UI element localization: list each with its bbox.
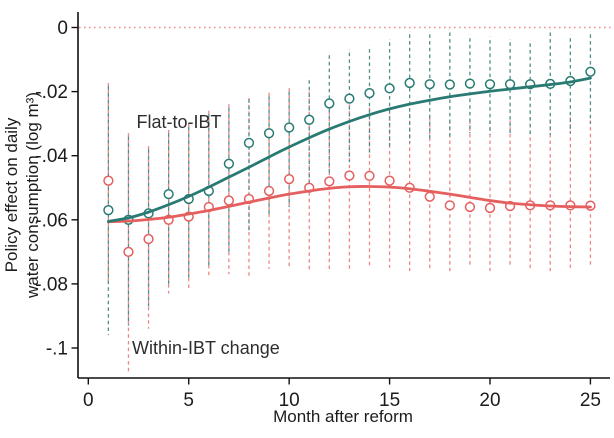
data-point-marker-within-ibt [464, 201, 476, 213]
y-tick-label: -.1 [46, 339, 68, 360]
fit-line-within-ibt [106, 185, 592, 224]
data-point-marker-flat-to-ibt [424, 79, 435, 90]
y-tick-label: 0 [57, 18, 68, 39]
x-tick-label: 15 [379, 390, 400, 411]
data-point-marker-flat-to-ibt [163, 189, 174, 200]
data-point-marker-within-ibt [424, 191, 435, 202]
data-point-marker-flat-to-ibt [243, 137, 255, 149]
data-point-marker-within-ibt [103, 175, 114, 186]
data-point-marker-within-ibt [284, 173, 295, 185]
plot-layer: 0 -.02 -.04 -.06 -.08 -.1 0 5 10 15 20 25 [35, 12, 612, 411]
data-point-marker-within-ibt [344, 170, 355, 181]
x-tick-label: 0 [83, 390, 94, 411]
data-point-marker-within-ibt [263, 185, 275, 197]
data-point-marker-within-ibt [484, 202, 496, 214]
y-tick-label: -.02 [35, 82, 68, 103]
x-tick-label: 20 [479, 390, 500, 411]
y-axis-title-line2: water consumption (log m³) [23, 92, 42, 299]
y-axis-title-line1: Policy effect on daily [2, 117, 21, 272]
x-axis-title: Month after reform [273, 407, 413, 426]
data-point-marker-flat-to-ibt [464, 78, 476, 89]
data-point-marker-flat-to-ibt [585, 66, 596, 77]
data-point-marker-within-ibt [223, 195, 235, 206]
series-label-within-ibt: Within-IBT change [132, 338, 280, 358]
data-point-marker-within-ibt [384, 175, 395, 186]
data-point-marker-flat-to-ibt [223, 158, 235, 169]
x-tick-label: 10 [279, 390, 300, 411]
data-point-marker-within-ibt [143, 233, 154, 245]
data-point-marker-flat-to-ibt [263, 128, 275, 139]
data-point-marker-flat-to-ibt [103, 205, 114, 216]
data-point-marker-flat-to-ibt [324, 98, 335, 109]
data-point-marker-flat-to-ibt [404, 77, 415, 89]
series-label-flat-to-ibt: Flat-to-IBT [136, 112, 221, 132]
data-point-marker-within-ibt [123, 246, 134, 258]
data-point-marker-flat-to-ibt [284, 122, 295, 133]
y-tick-label: -.06 [35, 210, 68, 231]
data-point-marker-flat-to-ibt [304, 114, 315, 125]
data-point-marker-flat-to-ibt [364, 88, 375, 99]
data-point-marker-flat-to-ibt [384, 83, 395, 94]
data-point-marker-flat-to-ibt [484, 79, 496, 90]
y-tick-label: -.04 [35, 146, 68, 167]
data-point-marker-within-ibt [444, 200, 455, 211]
x-tick-label: 25 [580, 390, 601, 411]
data-point-marker-flat-to-ibt [444, 79, 455, 90]
data-point-marker-within-ibt [324, 176, 335, 187]
data-point-marker-flat-to-ibt [344, 93, 355, 104]
x-tick-label: 5 [183, 390, 194, 411]
fit-line-flat-to-ibt [106, 76, 592, 223]
y-tick-label: -.08 [35, 274, 68, 295]
data-point-marker-within-ibt [364, 170, 375, 182]
